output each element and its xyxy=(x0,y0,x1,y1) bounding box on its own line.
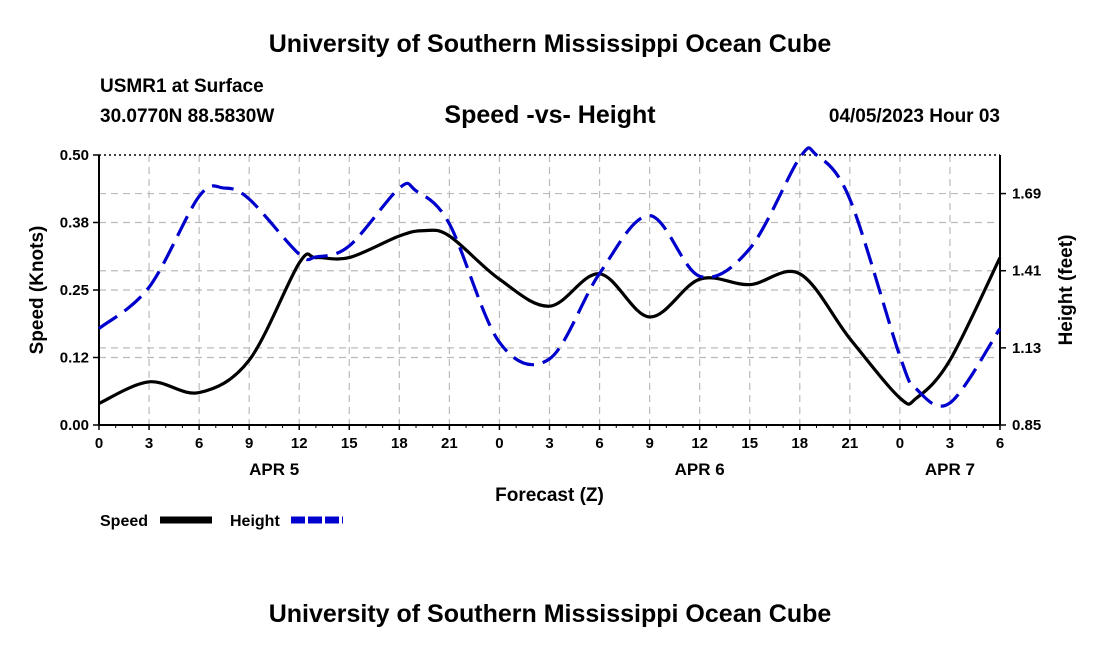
legend-label-height: Height xyxy=(230,513,280,530)
y-left-tick-label: 0.50 xyxy=(60,147,89,164)
y-axis-right-label: Height (feet) xyxy=(1056,235,1077,346)
x-tick-label: 15 xyxy=(341,435,358,452)
x-tick-label: 15 xyxy=(741,435,758,452)
x-tick-label: 21 xyxy=(441,435,458,452)
chart-subtitle: Speed -vs- Height xyxy=(444,101,656,129)
y-axis-left-label: Speed (Knots) xyxy=(27,226,48,355)
x-tick-label: 6 xyxy=(195,435,203,452)
x-tick-label: 18 xyxy=(791,435,808,452)
y-right-tick-label: 0.85 xyxy=(1012,417,1041,434)
y-left-tick-label: 0.00 xyxy=(60,417,89,434)
x-tick-label: 12 xyxy=(691,435,708,452)
y-right-tick-label: 1.41 xyxy=(1012,263,1041,280)
x-date-label: APR 5 xyxy=(249,460,299,479)
x-tick-label: 0 xyxy=(896,435,904,452)
x-tick-label: 6 xyxy=(595,435,603,452)
y-left-tick-label: 0.25 xyxy=(60,282,89,299)
x-tick-label: 3 xyxy=(946,435,954,452)
y-left-tick-label: 0.12 xyxy=(60,350,89,367)
x-tick-label: 3 xyxy=(545,435,553,452)
x-date-label: APR 6 xyxy=(675,460,725,479)
x-tick-label: 3 xyxy=(145,435,153,452)
x-axis-label: Forecast (Z) xyxy=(495,485,604,506)
x-tick-label: 6 xyxy=(996,435,1004,452)
x-date-label: APR 7 xyxy=(925,460,975,479)
series-line-speed xyxy=(98,228,1002,406)
x-tick-label: 9 xyxy=(245,435,253,452)
page-title: University of Southern Mississippi Ocean… xyxy=(268,30,832,58)
series-line-height xyxy=(97,146,1002,408)
y-right-tick-label: 1.69 xyxy=(1012,186,1041,203)
station-label: USMR1 at Surface xyxy=(100,76,264,97)
footer-title: University of Southern Mississippi Ocean… xyxy=(268,600,832,628)
x-tick-label: 21 xyxy=(841,435,858,452)
x-tick-label: 12 xyxy=(291,435,308,452)
coordinates-label: 30.0770N 88.5830W xyxy=(100,106,275,127)
legend-label-speed: Speed xyxy=(100,513,148,530)
y-left-tick-label: 0.38 xyxy=(60,215,89,232)
datetime-label: 04/05/2023 Hour 03 xyxy=(828,106,1000,127)
x-tick-label: 18 xyxy=(391,435,408,452)
x-tick-label: 0 xyxy=(95,435,103,452)
x-tick-label: 9 xyxy=(645,435,653,452)
y-right-tick-label: 1.13 xyxy=(1012,340,1041,357)
x-tick-label: 0 xyxy=(495,435,503,452)
